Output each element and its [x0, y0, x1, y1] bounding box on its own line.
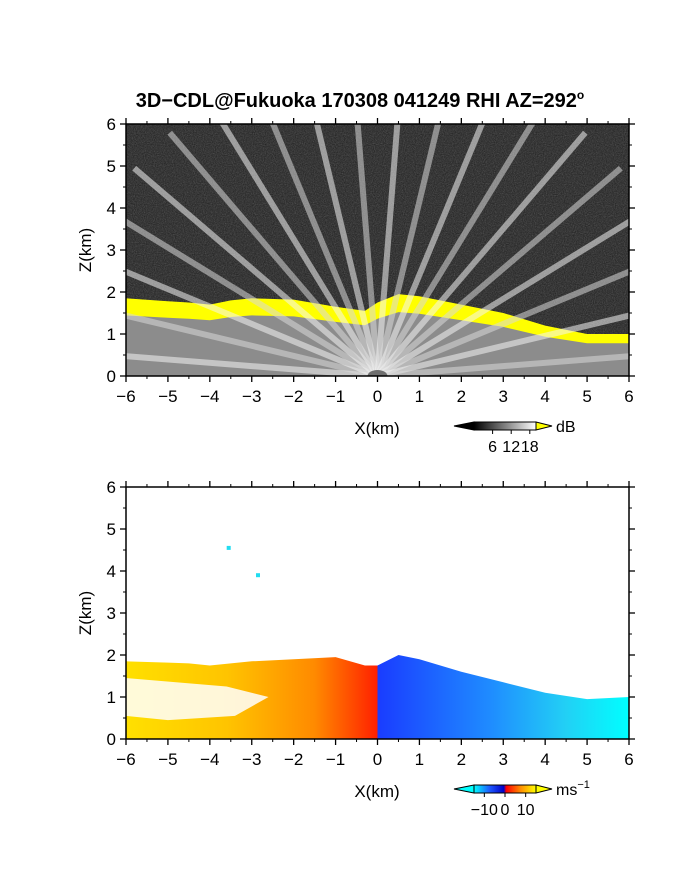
velocity-panel: X(km) Z(km) ms−1 −10 0 10 −6 −5 −4 −3 −2 −1 0 1 2 3… — [76, 478, 635, 819]
backscatter-ytick-label: 1 — [107, 325, 116, 344]
velocity-xtick-label: −3 — [242, 750, 261, 769]
velocity-echo-point — [226, 545, 231, 550]
velocity-xlabel: X(km) — [354, 782, 399, 801]
backscatter-beam — [376, 312, 629, 376]
backscatter-colorbar — [473, 421, 537, 431]
velocity-colorbar-under-arrow — [453, 784, 475, 794]
backscatter-xtick-label: −6 — [116, 387, 135, 406]
velocity-ytick-label: 4 — [107, 562, 116, 581]
backscatter-beam — [354, 124, 381, 376]
velocity-echo-point — [256, 573, 260, 578]
backscatter-xlabel-main: X(km) — [354, 419, 399, 438]
backscatter-xtick-label: 3 — [499, 387, 508, 406]
backscatter-beam — [374, 124, 536, 376]
velocity-xtick-label: −2 — [284, 750, 303, 769]
velocity-ytick-label: 0 — [107, 730, 116, 749]
backscatter-ytick-label: 2 — [107, 283, 116, 302]
backscatter-ytick-label: 4 — [107, 199, 116, 218]
backscatter-beam — [132, 165, 380, 376]
velocity-ytick-label: 1 — [107, 688, 116, 707]
backscatter-origin-mark — [367, 370, 388, 376]
velocity-xtick-label: 1 — [415, 750, 424, 769]
figure-title: 3D−CDL@Fukuoka 170308 041249 RHI AZ=292o — [136, 88, 585, 112]
backscatter-xtick-label: 4 — [540, 387, 549, 406]
backscatter-xtick-label: 5 — [582, 387, 591, 406]
backscatter-xtick-label: 1 — [415, 387, 424, 406]
backscatter-colorbar-tick-label: 12 — [502, 439, 520, 456]
backscatter-beam — [126, 218, 380, 376]
backscatter-ylabel: Z(km) — [76, 228, 95, 272]
backscatter-beam — [219, 124, 381, 376]
backscatter-beam — [126, 353, 378, 376]
backscatter-beam — [375, 218, 629, 376]
velocity-colorbar-tick-label: 0 — [501, 802, 510, 819]
velocity-xtick-label: −4 — [200, 750, 219, 769]
velocity-ytick-label: 6 — [107, 478, 116, 497]
backscatter-ytick-label: 3 — [107, 241, 116, 260]
velocity-colorbar-unit-base: ms — [556, 782, 577, 799]
velocity-colorbar-group: ms−1 −10 0 10 — [453, 779, 590, 819]
velocity-colorbar-tick-label: 10 — [517, 802, 535, 819]
backscatter-colorbar-tick-label: 18 — [521, 439, 539, 456]
backscatter-beam — [126, 312, 379, 376]
backscatter-xtick-label: −2 — [284, 387, 303, 406]
backscatter-xtick-label: 0 — [373, 387, 382, 406]
backscatter-beam — [167, 130, 380, 376]
backscatter-beam — [313, 124, 381, 376]
backscatter-beam — [374, 124, 442, 376]
backscatter-xtick-label: −3 — [242, 387, 261, 406]
velocity-colorbar — [473, 784, 537, 794]
velocity-xtick-label: 0 — [373, 750, 382, 769]
velocity-xtick-label: −6 — [116, 750, 135, 769]
velocity-echo-gap — [126, 678, 269, 721]
velocity-colorbar-unit: ms−1 — [556, 779, 590, 799]
backscatter-ytick-label: 0 — [107, 367, 116, 386]
backscatter-beam — [375, 130, 588, 376]
backscatter-colorbar-unit: dB — [556, 419, 576, 436]
backscatter-beam — [376, 268, 629, 376]
velocity-colorbar-unit-exponent: −1 — [577, 779, 590, 791]
velocity-ytick-label: 2 — [107, 646, 116, 665]
figure-title-text: 3D−CDL@Fukuoka 170308 041249 RHI AZ=292 — [136, 90, 577, 112]
backscatter-colorbar-group: dB 6 12 18 — [453, 419, 576, 456]
backscatter-xtick-label: −5 — [158, 387, 177, 406]
backscatter-beam — [375, 165, 623, 376]
backscatter-colorbar-under-arrow — [453, 421, 475, 431]
velocity-colorbar-over-arrow — [535, 784, 553, 794]
backscatter-xtick-label: 2 — [457, 387, 466, 406]
velocity-xtick-label: 2 — [457, 750, 466, 769]
velocity-ytick-label: 3 — [107, 604, 116, 623]
backscatter-beam — [374, 124, 486, 376]
backscatter-colorbar-tick-label: 6 — [488, 439, 497, 456]
backscatter-xtick-label: −4 — [200, 387, 219, 406]
velocity-plot-area — [126, 487, 629, 739]
backscatter-ytick-label: 5 — [107, 157, 116, 176]
velocity-ylabel: Z(km) — [76, 591, 95, 635]
backscatter-xlabel: X(km) — [354, 419, 399, 438]
backscatter-colorbar-over-arrow — [535, 421, 553, 431]
velocity-xtick-label: 3 — [499, 750, 508, 769]
velocity-xtick-label: 4 — [540, 750, 549, 769]
backscatter-xtick-label: −1 — [326, 387, 345, 406]
figure-title-degree: o — [577, 88, 584, 102]
backscatter-beam — [126, 268, 379, 376]
backscatter-plot-area — [126, 124, 629, 376]
backscatter-panel: X(km) Z(km) dB 6 12 18 −6 −5 −4 −3 −2 −1 0 1 2 3 4 5 6… — [76, 115, 635, 456]
backscatter-beam — [269, 124, 381, 376]
velocity-xtick-label: 5 — [582, 750, 591, 769]
velocity-ytick-label: 5 — [107, 520, 116, 539]
backscatter-beam — [374, 124, 401, 376]
velocity-colorbar-tick-label: −10 — [471, 802, 498, 819]
velocity-xtick-label: 6 — [624, 750, 633, 769]
backscatter-ytick-label: 6 — [107, 115, 116, 134]
velocity-xlabel-main: X(km) — [354, 782, 399, 801]
backscatter-beam — [377, 353, 629, 376]
backscatter-xtick-label: 6 — [624, 387, 633, 406]
velocity-xtick-label: −1 — [326, 750, 345, 769]
velocity-xtick-label: −5 — [158, 750, 177, 769]
velocity-negative-region — [377, 655, 629, 739]
